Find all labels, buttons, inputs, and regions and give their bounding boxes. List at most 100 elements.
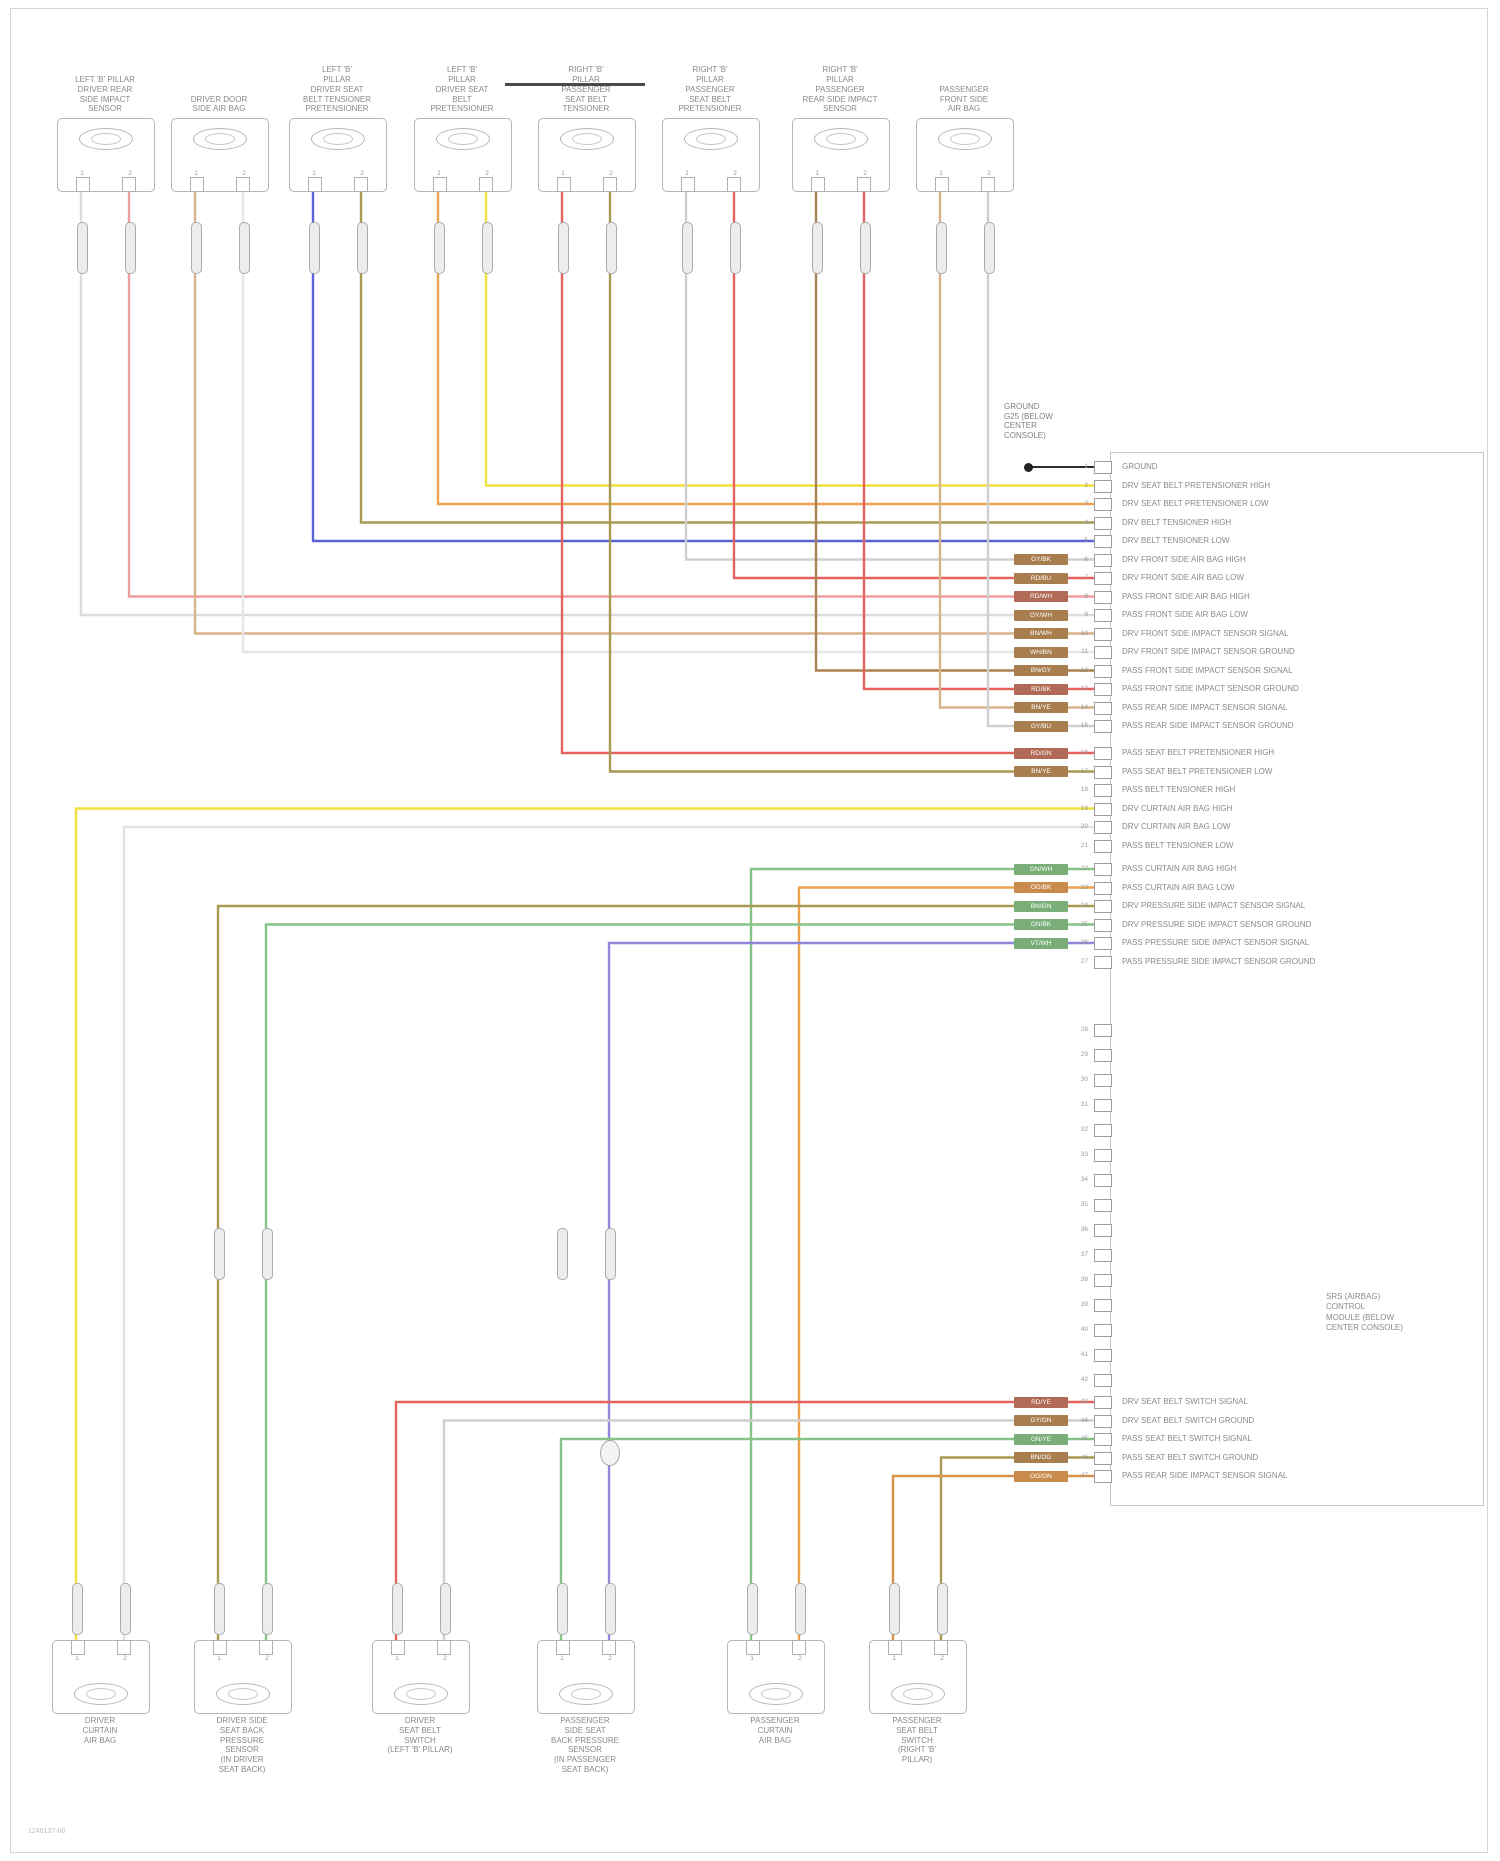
wire-drv-belt-switch-signal (394, 1400, 1094, 1640)
module-pin (1094, 479, 1112, 493)
connector-pin-number: 2 (242, 170, 246, 177)
page-border (10, 8, 1488, 1853)
module-pin (1094, 765, 1112, 779)
module-pin-label: DRV CURTAIN AIR BAG HIGH (1122, 803, 1233, 813)
inline-connector (794, 1583, 806, 1635)
inline-connector (124, 222, 136, 274)
connector-face-oval-inner (86, 1688, 116, 1700)
wire-color-chip: GY/GN (1014, 1415, 1068, 1426)
module-pin-number: 8 (1084, 592, 1088, 600)
connector-pin-terminal (935, 177, 949, 192)
module-pin (1094, 747, 1112, 760)
module-pin-label: PASS SEAT BELT PRETENSIONER HIGH (1122, 748, 1275, 757)
connector-face-oval (559, 1683, 613, 1705)
footer-part-code: 1246137-00 (28, 1828, 66, 1835)
module-pin (1094, 1349, 1112, 1362)
module-pin-number: 14 (1080, 703, 1088, 711)
connector-pin-terminal (981, 177, 995, 192)
module-pin-number: 45 (1080, 1435, 1088, 1442)
module-pin (1094, 1024, 1112, 1037)
module-pin-number: 3 (1084, 500, 1088, 507)
top-connector-8-caption: PASSENGER FRONT SIDE AIR BAG (939, 84, 989, 114)
inline-connector (983, 222, 995, 274)
module-pin-number: 41 (1080, 1351, 1088, 1358)
module-pin (1094, 839, 1112, 853)
wire-pass-front-side-airbag-low (79, 190, 1094, 617)
inline-connector (556, 1583, 568, 1635)
module-pin (1094, 863, 1112, 876)
connector-pin-number: 2 (128, 170, 132, 177)
bottom-connector-6-caption: PASSENGER SEAT BELT SWITCH (RIGHT 'B' PI… (892, 1716, 942, 1764)
srs-module-caption: SRS (AIRBAG) CONTROL MODULE (BELOW CENTE… (1326, 1292, 1403, 1333)
module-pin (1094, 1049, 1112, 1062)
module-pin-number: 36 (1080, 1226, 1088, 1233)
module-pin-label: PASS SEAT BELT PRETENSIONER LOW (1122, 766, 1273, 776)
module-pin (1094, 1414, 1112, 1428)
connector-pin-number: 2 (733, 170, 737, 177)
module-pin-number: 2 (1084, 481, 1088, 489)
inline-connector (308, 222, 320, 274)
module-pin-label: PASS PRESSURE SIDE IMPACT SENSOR GROUND (1122, 956, 1316, 966)
module-pin-number: 35 (1080, 1201, 1088, 1208)
module-pin (1094, 646, 1112, 659)
connector-pin-terminal (236, 177, 250, 192)
connector-pin-terminal (727, 177, 741, 192)
wire-drv-curtain-airbag-low (122, 825, 1094, 1640)
wire-pass-curtain-airbag-low (797, 886, 1094, 1640)
module-pin-number: 15 (1080, 722, 1088, 729)
module-pin (1094, 1451, 1112, 1465)
inline-connector (238, 222, 250, 274)
connector-pin-number: 2 (360, 170, 364, 177)
inline-connector (746, 1583, 758, 1635)
connector-pin-terminal (354, 177, 368, 192)
module-pin-label: DRV SEAT BELT PRETENSIONER HIGH (1122, 480, 1271, 490)
module-pin (1094, 1433, 1112, 1446)
wire-drv-front-side-airbag-high (684, 190, 1094, 561)
connector-pin-terminal (602, 1640, 616, 1655)
module-pin-label: DRV FRONT SIDE AIR BAG LOW (1122, 573, 1244, 582)
wire-color-chip: RD/GN (1014, 747, 1068, 759)
module-pin (1094, 937, 1112, 950)
inline-connector (859, 222, 871, 274)
module-pin-label: PASS REAR SIDE IMPACT SENSOR SIGNAL (1122, 702, 1288, 712)
connector-face-oval-inner (761, 1688, 791, 1700)
module-pin-label: PASS SEAT BELT SWITCH SIGNAL (1122, 1434, 1252, 1443)
module-pin (1094, 821, 1112, 834)
ground-label: GROUND G25 (BELOW CENTER CONSOLE) (1004, 402, 1053, 440)
connector-pin-terminal (213, 1640, 227, 1655)
connector-face-oval-inner (205, 133, 235, 145)
top-connector-6-caption: RIGHT 'B' PILLAR PASSENGER SEAT BELT PRE… (678, 65, 742, 114)
inline-connector (604, 1583, 616, 1635)
module-pin (1094, 1324, 1112, 1337)
module-pin (1094, 627, 1112, 641)
module-pin (1094, 1074, 1112, 1087)
module-pin-number: 37 (1080, 1251, 1088, 1258)
module-pin (1094, 1124, 1112, 1137)
module-pin-label: PASS FRONT SIDE IMPACT SENSOR SIGNAL (1122, 665, 1293, 675)
module-pin-number: 47 (1080, 1472, 1088, 1479)
module-pin-label: PASS CURTAIN AIR BAG LOW (1122, 882, 1235, 892)
connector-pin-number: 2 (863, 170, 867, 177)
module-pin-number: 31 (1080, 1101, 1088, 1108)
connector-pin-number: 1 (892, 1655, 896, 1662)
module-pin-number: 46 (1080, 1453, 1088, 1461)
module-pin-number: 18 (1080, 786, 1088, 793)
connector-pin-terminal (792, 1640, 806, 1655)
grommet-oval (600, 1440, 620, 1466)
module-pin (1094, 1274, 1112, 1287)
wire-drv-pressure-sis-ground (264, 923, 1094, 1640)
module-pin-label: DRV PRESSURE SIDE IMPACT SENSOR GROUND (1122, 919, 1312, 929)
connector-pin-number: 2 (609, 170, 613, 177)
module-pin-label: PASS PRESSURE SIDE IMPACT SENSOR SIGNAL (1122, 938, 1310, 947)
wire-color-chip: RD/BK (1014, 683, 1068, 695)
inline-connector (729, 222, 741, 274)
module-pin (1094, 1199, 1112, 1212)
connector-pin-terminal (888, 1640, 902, 1655)
ground-splice-dot (1023, 462, 1033, 472)
